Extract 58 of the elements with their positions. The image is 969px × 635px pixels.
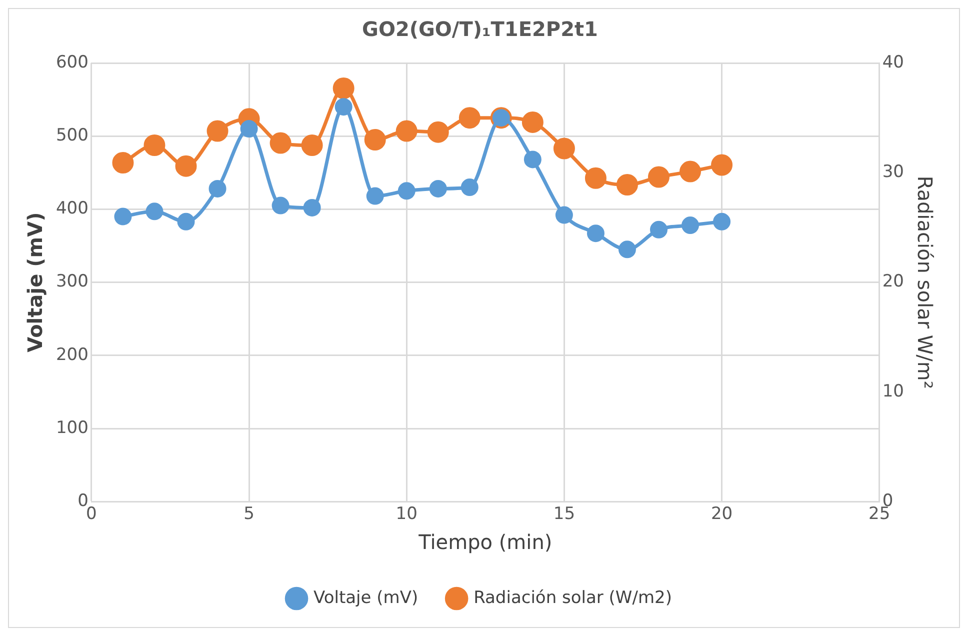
y-tick-label: 200 [56, 344, 88, 365]
point [524, 150, 542, 168]
point [553, 138, 575, 160]
point [429, 180, 447, 198]
y-tick-label: 600 [56, 52, 88, 72]
point [366, 187, 384, 205]
point [396, 120, 418, 142]
point [334, 98, 352, 116]
point [680, 160, 702, 182]
point [272, 196, 290, 214]
point [114, 208, 132, 226]
point [398, 182, 416, 200]
y-tick-label: 300 [56, 272, 88, 292]
point [208, 180, 226, 198]
x-tick-label: 5 [244, 504, 254, 524]
x-axis-title: Tiempo (min) [418, 530, 552, 554]
point [616, 174, 638, 196]
point [364, 129, 386, 151]
point [146, 202, 164, 220]
point [303, 198, 321, 216]
y2-tick-label: 20 [882, 272, 904, 292]
point [618, 240, 636, 258]
point [144, 134, 166, 156]
y-tick-label: 100 [56, 418, 88, 438]
point [206, 120, 228, 142]
legend-label: Voltaje (mV) [314, 588, 418, 608]
point [177, 212, 195, 230]
point [458, 107, 480, 129]
point [682, 216, 700, 234]
x-tick-label: 20 [710, 504, 733, 524]
y2-axis-title: Radiación solar W/m² [912, 176, 937, 389]
y-axis-title: Voltaje (mV) [23, 212, 48, 352]
point [240, 120, 258, 138]
x-tick-label: 10 [396, 504, 418, 524]
point [584, 167, 606, 189]
point [460, 178, 478, 196]
point [522, 111, 544, 133]
point [713, 212, 731, 230]
y-tick-label: 500 [56, 126, 88, 146]
point [650, 220, 668, 238]
point [175, 155, 197, 177]
point [301, 134, 323, 156]
chart-title: GO2(GO/T)₁T1E2P2t1 [362, 17, 598, 42]
point [270, 132, 292, 154]
legend-label: Radiación solar (W/m2) [474, 588, 672, 608]
point [586, 224, 604, 242]
point [648, 166, 670, 188]
point [555, 206, 573, 224]
point [332, 77, 354, 99]
point [427, 121, 449, 143]
y-tick-label: 400 [56, 198, 88, 219]
x-tick-label: 15 [553, 504, 576, 524]
y2-tick-label: 40 [882, 52, 904, 72]
point [711, 154, 733, 176]
y2-tick-label: 10 [882, 381, 904, 402]
point [112, 152, 134, 174]
y-tick-label: 0 [78, 491, 88, 512]
y2-tick-label: 30 [882, 162, 904, 182]
